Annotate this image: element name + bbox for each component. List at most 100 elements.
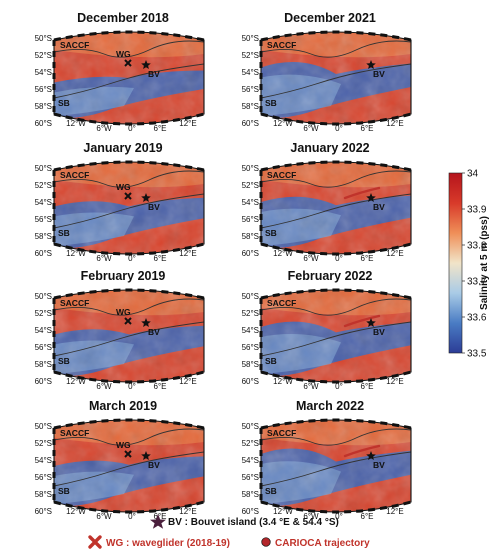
glider-label: WG xyxy=(116,307,131,317)
lat-tick-label: 54°S xyxy=(242,456,259,465)
lat-tick-label: 52°S xyxy=(242,51,259,60)
saccf-front-line xyxy=(54,428,204,446)
legend-bouvet-text: BV : Bouvet island (3.4 °E & 54.4 °S) xyxy=(168,517,339,528)
map-panel: January 2019 50°S 52°S 54°S 56°S 58°S 60°S 12°W… xyxy=(35,141,205,263)
lon-tick-label: 6°E xyxy=(154,382,167,391)
salinity-field xyxy=(261,32,411,124)
legend-glider-text: WG : waveglider (2018-19) xyxy=(106,538,230,549)
saccf-label: SACCF xyxy=(60,428,89,438)
lat-tick-label: 58°S xyxy=(242,490,259,499)
glider-label: WG xyxy=(116,440,131,450)
saccf-label: SACCF xyxy=(60,40,89,50)
lat-tick-label: 60°S xyxy=(242,249,259,258)
bouvet-label: BV xyxy=(373,327,385,337)
lat-tick-label: 54°S xyxy=(242,326,259,335)
panel-title: March 2019 xyxy=(89,399,157,413)
lat-tick-label: 56°S xyxy=(35,85,52,94)
map-panel: February 2022 50°S 52°S 54°S 56°S 58°S 60°S 12°… xyxy=(242,269,412,391)
lat-tick-label: 60°S xyxy=(242,377,259,386)
lat-tick-label: 52°S xyxy=(242,181,259,190)
lon-tick-label: 6°W xyxy=(303,512,319,521)
lat-tick-label: 60°S xyxy=(242,507,259,516)
colorbar-tick-label: 33.8 xyxy=(467,241,487,252)
lon-tick-label: 6°E xyxy=(154,512,167,521)
lon-tick-label: 6°W xyxy=(96,512,112,521)
bouvet-label: BV xyxy=(373,202,385,212)
sb-label: SB xyxy=(265,356,277,366)
lat-tick-label: 56°S xyxy=(242,343,259,352)
lat-tick-label: 50°S xyxy=(242,34,259,43)
lat-tick-label: 56°S xyxy=(242,473,259,482)
saccf-front-line xyxy=(261,170,411,188)
lat-tick-label: 50°S xyxy=(35,34,52,43)
colorbar-gradient xyxy=(448,172,463,354)
lat-tick-label: 54°S xyxy=(35,456,52,465)
bouvet-star-icon xyxy=(366,318,376,327)
legend-glider-entry: WG : waveglider (2018-19) xyxy=(88,535,230,549)
lat-tick-label: 54°S xyxy=(35,198,52,207)
salinity-field xyxy=(54,162,204,254)
lon-tick-label: 0° xyxy=(128,254,136,263)
bouvet-label: BV xyxy=(148,327,160,337)
lon-tick-label: 12°W xyxy=(273,119,293,128)
lat-tick-label: 50°S xyxy=(35,422,52,431)
lon-tick-label: 6°E xyxy=(361,512,374,521)
saccf-label: SACCF xyxy=(60,170,89,180)
sb-front-line xyxy=(54,451,204,487)
lat-tick-label: 56°S xyxy=(242,215,259,224)
legend: BV : Bouvet island (3.4 °E & 54.4 °S) WG… xyxy=(88,514,370,549)
sb-label: SB xyxy=(58,228,70,238)
sb-front-line xyxy=(261,193,411,229)
map-bottom-border xyxy=(260,370,412,384)
lon-tick-label: 12°W xyxy=(273,377,293,386)
sb-front-line xyxy=(54,193,204,229)
map-top-border xyxy=(53,160,205,172)
salinity-field xyxy=(54,420,204,512)
lat-tick-label: 52°S xyxy=(242,309,259,318)
lon-tick-label: 12°E xyxy=(179,377,196,386)
panel-title: January 2019 xyxy=(83,141,162,155)
lat-tick-label: 60°S xyxy=(242,119,259,128)
lon-tick-label: 12°E xyxy=(179,119,196,128)
map-panel: February 2019 50°S 52°S 54°S 56°S 58°S 60°S 12°… xyxy=(35,269,205,391)
lat-tick-label: 58°S xyxy=(35,360,52,369)
lon-tick-label: 12°W xyxy=(66,377,86,386)
lon-tick-label: 12°E xyxy=(386,119,403,128)
lat-tick-label: 60°S xyxy=(35,507,52,516)
bouvet-label: BV xyxy=(148,460,160,470)
lon-tick-label: 6°E xyxy=(361,254,374,263)
map-bottom-border xyxy=(53,370,205,384)
map-panel: December 2021 50°S 52°S 54°S 56°S 58°S 60°S 12°… xyxy=(242,11,412,133)
lat-tick-label: 60°S xyxy=(35,119,52,128)
lon-tick-label: 6°E xyxy=(361,382,374,391)
glider-label: WG xyxy=(116,49,131,59)
lon-tick-label: 0° xyxy=(128,382,136,391)
saccf-label: SACCF xyxy=(267,428,296,438)
lat-tick-label: 58°S xyxy=(35,490,52,499)
sb-front-line xyxy=(54,63,204,99)
colorbar-tick-label: 33.6 xyxy=(467,313,487,324)
map-panel: March 2022 50°S 52°S 54°S 56°S 58°S 60°S 12°W 6°… xyxy=(242,399,412,521)
salinity-field xyxy=(54,32,204,124)
lon-tick-label: 6°W xyxy=(303,382,319,391)
panel-title: March 2022 xyxy=(296,399,364,413)
lon-tick-label: 0° xyxy=(335,512,343,521)
lon-tick-label: 12°W xyxy=(273,507,293,516)
saccf-front-line xyxy=(261,40,411,58)
sb-label: SB xyxy=(265,98,277,108)
lon-tick-label: 12°W xyxy=(66,249,86,258)
bouvet-star-icon xyxy=(141,60,151,69)
lon-tick-label: 6°E xyxy=(154,254,167,263)
lat-tick-label: 60°S xyxy=(35,377,52,386)
legend-bouvet-entry: BV : Bouvet island (3.4 °E & 54.4 °S) xyxy=(150,514,339,529)
lon-tick-label: 6°E xyxy=(154,124,167,133)
panel-title: February 2022 xyxy=(288,269,373,283)
lon-tick-label: 12°E xyxy=(179,249,196,258)
lat-tick-label: 58°S xyxy=(242,232,259,241)
colorbar-tick-label: 33.9 xyxy=(467,205,487,216)
sb-label: SB xyxy=(265,486,277,496)
bouvet-label: BV xyxy=(373,69,385,79)
lon-tick-label: 0° xyxy=(335,124,343,133)
lon-tick-label: 12°E xyxy=(386,507,403,516)
lat-tick-label: 54°S xyxy=(35,326,52,335)
